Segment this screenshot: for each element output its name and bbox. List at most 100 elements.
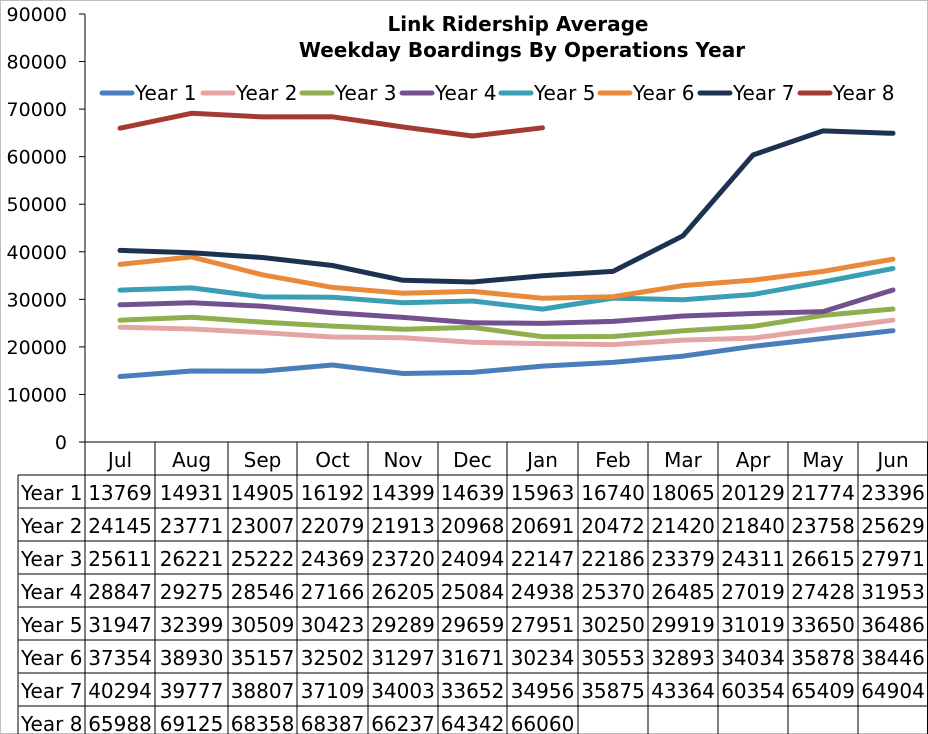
table-cell-value: 68358 (231, 712, 295, 734)
table-cell-value: 30250 (581, 613, 645, 637)
table-cell-value: 24094 (441, 547, 505, 571)
table-cell-value: 29289 (371, 613, 435, 637)
table-cell-value: 37354 (88, 646, 152, 670)
y-tick-label: 70000 (7, 99, 67, 121)
table-cell-value: 34034 (721, 646, 785, 670)
x-tick-label: Aug (172, 448, 211, 472)
x-tick-label: Jan (525, 448, 558, 472)
table-cell-value: 26221 (160, 547, 224, 571)
table-cell-value: 28546 (231, 580, 295, 604)
table-cell-value: 32399 (160, 613, 224, 637)
table-cell-value: 35157 (231, 646, 295, 670)
table-row-label: Year 2 (20, 514, 82, 538)
y-tick-label: 90000 (7, 4, 67, 26)
table-cell-value: 29275 (160, 580, 224, 604)
data-table: Jul Aug Sep Oct Nov Dec Jan Feb Mar Apr May Jun Year… (17, 441, 928, 734)
table-cell-value: 31297 (371, 646, 435, 670)
table-cell-value: 23758 (791, 514, 855, 538)
legend-label: Year 4 (434, 81, 496, 105)
table-cell-value: 27019 (721, 580, 785, 604)
table-cell-value: 40294 (88, 679, 152, 703)
y-tick-label: 0 (55, 432, 67, 454)
chart-title-line-2: Weekday Boardings By Operations Year (299, 38, 745, 62)
table-cell-value: 20691 (511, 514, 575, 538)
table-cell-value: 23396 (861, 481, 925, 505)
table-cell-value: 13769 (88, 481, 152, 505)
table-cell-value: 26205 (371, 580, 435, 604)
x-tick-label: Apr (736, 448, 771, 472)
table-cell-value: 37109 (301, 679, 365, 703)
table-cell-value: 69125 (160, 712, 224, 734)
table-cell-value: 34956 (511, 679, 575, 703)
table-cell-value: 28847 (88, 580, 152, 604)
table-row-label: Year 5 (20, 613, 82, 637)
table-cell-value: 23379 (651, 547, 715, 571)
table-cell-value: 35875 (581, 679, 645, 703)
table-cell-value: 21840 (721, 514, 785, 538)
table-cell-value: 33650 (791, 613, 855, 637)
table-cell-value: 68387 (301, 712, 365, 734)
table-cell-value: 24938 (511, 580, 575, 604)
table-cell-value: 31671 (441, 646, 505, 670)
series-line-year-5 (117, 266, 896, 312)
table-cell-value: 25370 (581, 580, 645, 604)
table-cell-value: 33652 (441, 679, 505, 703)
table-cell-value: 38930 (160, 646, 224, 670)
table-cell-value: 20472 (581, 514, 645, 538)
series-line-year-4 (117, 287, 896, 326)
series-line-year-8 (117, 110, 545, 139)
table-cell-value: 14905 (231, 481, 295, 505)
table-cell-value: 39777 (160, 679, 224, 703)
table-cell-value: 60354 (721, 679, 785, 703)
table-cell-value: 32893 (651, 646, 715, 670)
table-cell-value: 66060 (511, 712, 575, 734)
x-tick-label: Nov (383, 448, 422, 472)
table-cell-value: 66237 (371, 712, 435, 734)
table-cell-value: 64342 (441, 712, 505, 734)
table-cell-value: 27971 (861, 547, 925, 571)
table-cell-value: 18065 (651, 481, 715, 505)
table-cell-value: 30509 (231, 613, 295, 637)
table-cell-value: 25222 (231, 547, 295, 571)
table-cell-value: 29659 (441, 613, 505, 637)
table-row-label: Year 4 (20, 580, 82, 604)
y-tick-label: 30000 (7, 289, 67, 311)
table-cell-value: 27166 (301, 580, 365, 604)
table-cell-value: 22147 (511, 547, 575, 571)
table-cell-value: 25084 (441, 580, 505, 604)
table-cell-value: 26615 (791, 547, 855, 571)
table-cell-value: 24311 (721, 547, 785, 571)
table-cell-value: 31953 (861, 580, 925, 604)
table-cell-value: 27951 (511, 613, 575, 637)
table-cell-value: 21420 (651, 514, 715, 538)
series-line-year-3 (117, 306, 896, 340)
x-tick-label: Sep (244, 448, 282, 472)
table-cell-value: 30553 (581, 646, 645, 670)
x-tick-label: Jun (875, 448, 908, 472)
table-cell-value: 25611 (88, 547, 152, 571)
x-tick-label: Oct (315, 448, 350, 472)
table-cell-value: 36486 (861, 613, 925, 637)
legend-label: Year 3 (334, 81, 396, 105)
legend: Year 1 Year 2 Year 3 Year 4 Year 5 Year 6 Year… (99, 81, 894, 105)
table-cell-value: 23771 (160, 514, 224, 538)
y-tick-label: 50000 (7, 194, 67, 216)
table-cell-value: 65409 (791, 679, 855, 703)
x-tick-label: Dec (453, 448, 492, 472)
series-line-year-6 (117, 254, 896, 301)
legend-label: Year 6 (632, 81, 694, 105)
table-cell-value: 14399 (371, 481, 435, 505)
table-row-label: Year 7 (20, 679, 82, 703)
table-cell-value: 14639 (441, 481, 505, 505)
table-row-label: Year 1 (20, 481, 82, 505)
table-cell-value: 22079 (301, 514, 365, 538)
legend-label: Year 5 (533, 81, 595, 105)
table-cell-value: 29919 (651, 613, 715, 637)
table-cell-value: 16192 (301, 481, 365, 505)
table-cell-value: 32502 (301, 646, 365, 670)
table-cell-value: 14931 (160, 481, 224, 505)
table-cell-value: 22186 (581, 547, 645, 571)
table-cell-value: 15963 (511, 481, 575, 505)
legend-label: Year 7 (732, 81, 794, 105)
table-cell-value: 21774 (791, 481, 855, 505)
